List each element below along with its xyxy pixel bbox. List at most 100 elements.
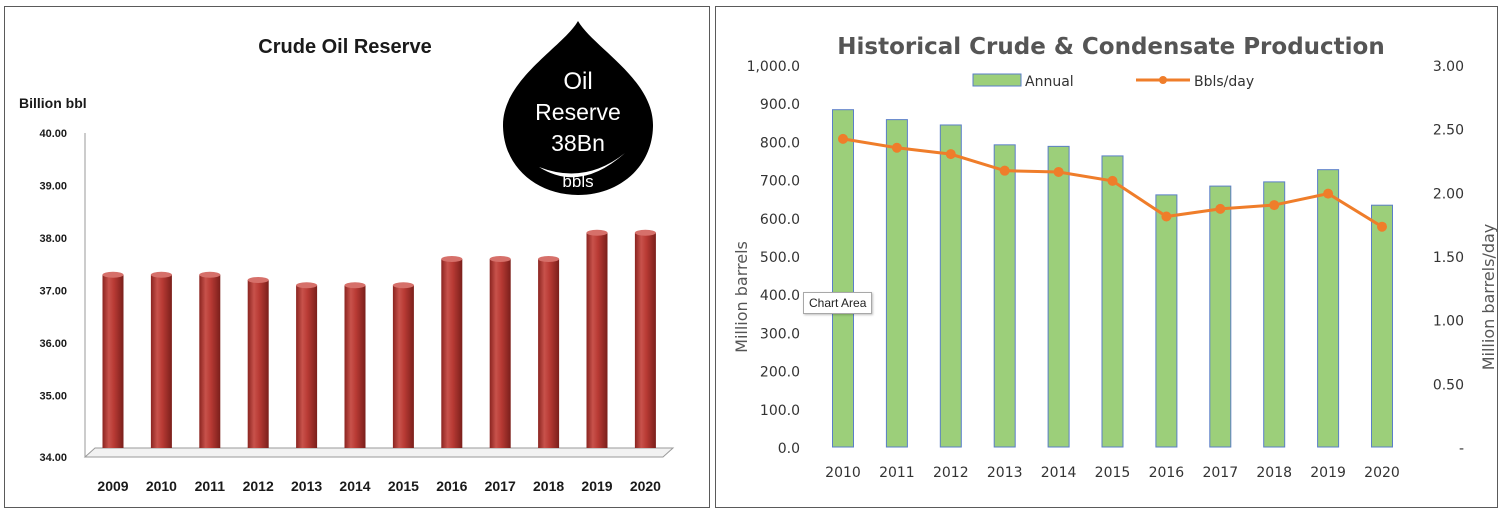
- drop-text-line3: 38Bn: [551, 130, 605, 156]
- reserve-bar: [199, 274, 221, 448]
- reserve-y-tick-label: 40.00: [39, 128, 67, 140]
- reserve-bar-top: [247, 277, 269, 283]
- legend-marker-bbls: [1159, 76, 1167, 84]
- reserve-y-tick-label: 39.00: [39, 181, 67, 193]
- production-y-tick-label: 600.0: [760, 212, 800, 228]
- production-x-tick-label: 2020: [1364, 465, 1400, 481]
- reserve-y-axis-label: Billion bbl: [19, 95, 87, 111]
- drop-text-line2: Reserve: [535, 99, 621, 125]
- reserve-bar-top: [538, 256, 560, 262]
- production-y-tick-label: 200.0: [760, 365, 800, 381]
- reserve-bar: [489, 259, 511, 448]
- reserve-x-tick-label: 2014: [339, 478, 370, 494]
- production-y2-tick-label: -: [1459, 441, 1464, 457]
- bbls-per-day-point: [945, 149, 956, 160]
- reserve-x-tick-label: 2011: [195, 478, 226, 494]
- annual-bar: [1371, 204, 1393, 448]
- production-y-tick-label: 900.0: [760, 97, 800, 113]
- crude-production-panel: Historical Crude & Condensate Production…: [715, 6, 1498, 508]
- bbls-per-day-point: [1053, 166, 1064, 177]
- reserve-bar-top: [634, 229, 656, 236]
- annual-bar: [1101, 155, 1124, 448]
- crude-oil-reserve-panel: Crude Oil Reserve Billion bbl 34.00 35.00…: [4, 6, 710, 508]
- reserve-bar-top: [586, 229, 608, 236]
- production-y-axis-label: Million barrels: [732, 241, 751, 353]
- production-x-tick-label: 2017: [1202, 465, 1238, 481]
- bbls-per-day-point: [999, 165, 1010, 176]
- reserve-y-tick-label: 38.00: [39, 233, 67, 245]
- production-y2-tick-label: 1.00: [1433, 314, 1464, 330]
- reserve-x-tick-label: 2020: [630, 478, 661, 494]
- reserve-bar: [150, 274, 172, 448]
- production-x-tick-label: 2013: [987, 465, 1023, 481]
- bbls-per-day-point: [1323, 188, 1334, 199]
- production-x-tick-label: 2019: [1310, 465, 1346, 481]
- reserve-bar: [392, 285, 414, 448]
- drop-text-line4: bbls: [562, 172, 593, 191]
- oil-drop-icon: [503, 21, 653, 195]
- reserve-x-tick-label: 2009: [97, 478, 128, 494]
- reserve-bar: [441, 259, 463, 448]
- production-y2-axis-label: Million barrels/day: [1479, 224, 1498, 371]
- reserve-x-tick-label: 2017: [485, 478, 516, 494]
- crude-oil-reserve-chart: Crude Oil Reserve Billion bbl 34.00 35.00…: [19, 21, 675, 494]
- production-x-tick-label: 2016: [1149, 465, 1185, 481]
- reserve-bar-top: [296, 282, 318, 289]
- chart-legend: Annual Bbls/day: [972, 73, 1254, 90]
- annual-bar: [993, 144, 1016, 448]
- reserve-x-tick-label: 2019: [581, 478, 612, 494]
- drop-text-line1: Oil: [563, 68, 592, 95]
- reserve-bar-top: [199, 271, 221, 278]
- production-y2-tick-label: 2.50: [1433, 123, 1464, 139]
- annual-bar: [1263, 181, 1286, 448]
- production-y-tick-label: 400.0: [760, 288, 800, 304]
- production-y-tick-label: 1,000.0: [747, 59, 800, 75]
- reserve-bar: [102, 274, 124, 448]
- annual-bar: [1155, 194, 1178, 448]
- production-y-tick-label: 0.0: [778, 441, 800, 457]
- reserve-x-tick-label: 2010: [146, 478, 177, 494]
- reserve-bar: [586, 232, 608, 448]
- production-x-tick-label: 2012: [933, 465, 969, 481]
- drop-highlight-icon: [539, 153, 625, 178]
- reserve-bar: [247, 280, 269, 448]
- reserve-bar: [296, 285, 318, 448]
- production-y-tick-label: 700.0: [760, 174, 800, 190]
- oil-reserve-drop-badge: Oil Reserve 38Bn bbls: [503, 21, 653, 195]
- reserve-y-tick-label: 34.00: [39, 452, 67, 464]
- production-y-tick-label: 300.0: [760, 326, 800, 342]
- legend-swatch-annual: [972, 73, 1022, 87]
- annual-bar: [1209, 185, 1232, 448]
- reserve-x-tick-label: 2016: [436, 478, 467, 494]
- chart-area-tooltip: Chart Area: [803, 292, 873, 314]
- production-y2-tick-label: 0.50: [1433, 377, 1464, 393]
- reserve-x-tick-label: 2018: [533, 478, 564, 494]
- bbls-per-day-point: [1215, 203, 1226, 214]
- reserve-x-tick-label: 2015: [388, 478, 419, 494]
- production-y-tick-label: 800.0: [760, 135, 800, 151]
- production-y-tick-label: 500.0: [760, 250, 800, 266]
- reserve-bar: [538, 259, 560, 448]
- reserve-x-tick-label: 2012: [243, 478, 274, 494]
- reserve-x-tick-label: 2013: [291, 478, 322, 494]
- annual-bar: [885, 119, 908, 448]
- production-y2-tick-label: 3.00: [1433, 59, 1464, 75]
- reserve-bar: [634, 232, 656, 448]
- production-x-tick-label: 2010: [825, 465, 861, 481]
- bbls-per-day-point: [891, 142, 902, 153]
- reserve-bar-top: [150, 271, 172, 278]
- production-y2-tick-label: 2.00: [1433, 186, 1464, 202]
- legend-label-bbls: Bbls/day: [1194, 74, 1254, 90]
- production-x-tick-label: 2011: [879, 465, 915, 481]
- production-y2-tick-label: 1.50: [1433, 250, 1464, 266]
- bbls-per-day-point: [838, 133, 848, 144]
- reserve-y-tick-label: 35.00: [39, 391, 67, 403]
- reserve-bar-top: [392, 282, 414, 289]
- annual-bar: [1047, 145, 1070, 448]
- annual-bar: [939, 124, 962, 448]
- reserve-bar-top: [489, 256, 511, 262]
- reserve-bar: [344, 285, 366, 448]
- production-x-tick-label: 2015: [1095, 465, 1131, 481]
- crude-production-chart: Historical Crude & Condensate Production…: [732, 34, 1498, 481]
- production-x-tick-label: 2018: [1256, 465, 1292, 481]
